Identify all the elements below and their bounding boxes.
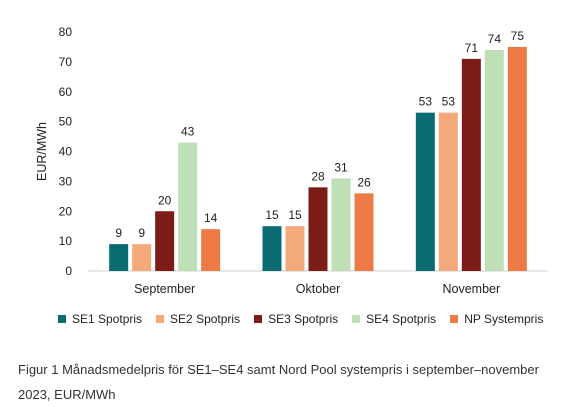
category-labels-group: September Oktober November (134, 282, 500, 296)
figure-caption: Figur 1 Månadsmedelpris för SE1–SE4 samt… (18, 362, 539, 402)
bar-np-systempris-september (201, 229, 221, 271)
data-label: 15 (288, 208, 302, 222)
legend-item: SE1 Spotpris (58, 312, 142, 326)
y-tick-label: 0 (65, 264, 72, 278)
legend-item: SE4 Spotpris (352, 312, 436, 326)
data-label: 75 (511, 29, 525, 43)
bar-np-systempris-november (507, 46, 527, 271)
data-label: 9 (138, 226, 145, 240)
bar-se3-spotpris-november (461, 58, 481, 272)
data-label: 26 (357, 175, 371, 189)
bar-se1-spotpris-oktober (262, 226, 282, 271)
legend-item: NP Systempris (450, 312, 543, 326)
bars-group (109, 46, 527, 272)
legend-item: SE2 Spotpris (156, 312, 240, 326)
data-label: 53 (419, 95, 433, 109)
data-label: 14 (204, 211, 218, 225)
bar-se2-spotpris-oktober (285, 226, 305, 271)
data-label: 74 (488, 32, 502, 46)
data-label: 71 (465, 41, 479, 55)
legend-label: SE2 Spotpris (170, 312, 241, 326)
legend-swatch (254, 315, 263, 323)
bar-se3-spotpris-oktober (308, 187, 328, 271)
data-label: 31 (334, 160, 348, 174)
legend-swatch (352, 315, 361, 323)
legend-label: SE3 Spotpris (268, 312, 339, 326)
y-tick-label: 50 (59, 115, 73, 129)
bar-se4-spotpris-oktober (331, 178, 351, 271)
bar-se1-spotpris-november (415, 112, 435, 271)
bar-se4-spotpris-september (178, 142, 198, 271)
data-label: 43 (181, 125, 195, 139)
data-label: 28 (311, 169, 325, 183)
y-tick-label: 20 (59, 204, 73, 218)
bar-np-systempris-oktober (354, 193, 374, 271)
y-tick-label: 10 (59, 234, 73, 248)
bar-se1-spotpris-september (109, 244, 129, 271)
y-axis-label: EUR/MWh (35, 122, 49, 181)
legend-swatch (58, 315, 66, 323)
data-label: 15 (265, 208, 279, 222)
legend-swatch (450, 315, 459, 323)
y-tick-label: 70 (59, 55, 73, 69)
bar-se2-spotpris-november (438, 112, 458, 271)
legend-item: SE3 Spotpris (254, 312, 338, 326)
legend: SE1 Spotpris SE2 Spotpris SE3 Spotpris SE4 … (58, 312, 557, 326)
y-tick-label: 40 (59, 145, 73, 159)
legend-label: SE1 Spotpris (72, 312, 143, 326)
y-axis: 0 10 20 30 40 50 60 70 80 (59, 25, 73, 278)
category-label: November (442, 282, 500, 296)
legend-swatch (156, 315, 165, 323)
legend-label: SE4 Spotpris (366, 312, 437, 326)
bar-se4-spotpris-november (484, 49, 504, 271)
y-tick-label: 80 (59, 25, 73, 39)
category-label: Oktober (296, 282, 340, 296)
category-label: September (134, 282, 195, 296)
bar-se2-spotpris-september (132, 244, 152, 271)
bar-se3-spotpris-september (155, 211, 175, 271)
data-label: 20 (158, 193, 172, 207)
data-labels-group: 9 9 20 43 14 15 15 28 31 26 53 53 71 74 75 (115, 29, 524, 240)
legend-label: NP Systempris (464, 312, 544, 326)
data-label: 53 (442, 95, 456, 109)
y-tick-label: 30 (59, 174, 73, 188)
data-label: 9 (115, 226, 122, 240)
bar-chart: 0 10 20 30 40 50 60 70 80 9 9 20 43 14 15 15 28 31 26 53 53… (35, 25, 548, 296)
y-tick-label: 60 (59, 85, 73, 99)
